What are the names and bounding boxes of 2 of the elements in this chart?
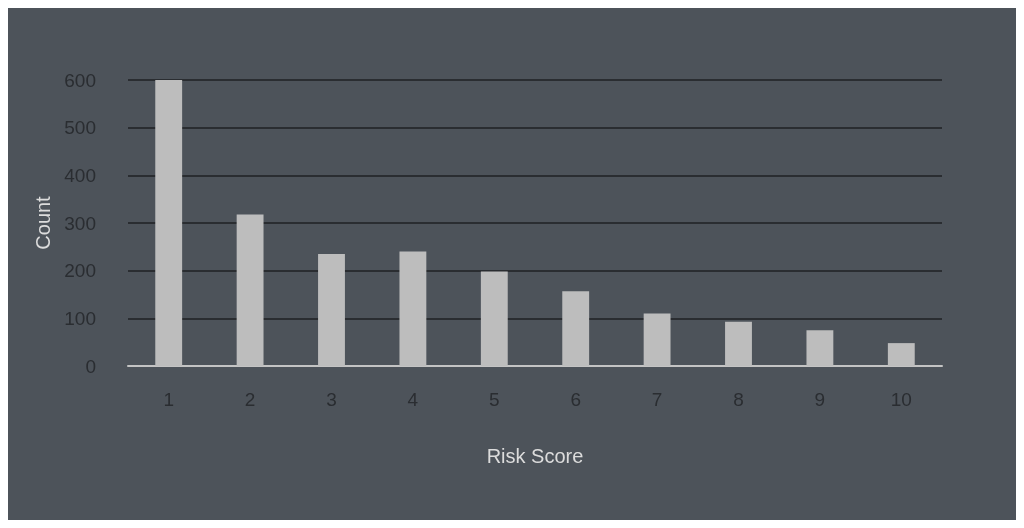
y-axis-title: Count — [32, 195, 55, 250]
x-axis-title: Risk Score — [486, 445, 584, 467]
